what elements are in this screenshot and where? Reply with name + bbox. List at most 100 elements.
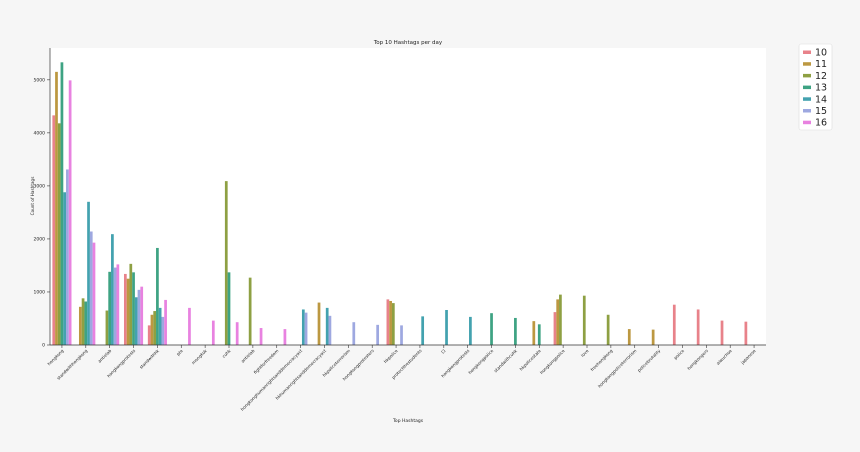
- legend-swatch: [803, 97, 811, 101]
- y-tick-label: 0: [42, 343, 45, 349]
- bar: [651, 329, 655, 345]
- bar: [328, 315, 332, 345]
- x-tick-label: love: [580, 348, 590, 358]
- bar: [553, 312, 557, 345]
- bar: [129, 263, 133, 345]
- bar: [532, 321, 536, 345]
- x-tick-label: 口: [440, 348, 447, 355]
- bar: [116, 264, 120, 345]
- bar: [582, 295, 586, 345]
- bar: [672, 304, 676, 345]
- bar: [376, 324, 380, 345]
- bar: [81, 298, 85, 345]
- bar: [52, 115, 56, 346]
- bar: [161, 316, 165, 345]
- bar: [140, 286, 144, 345]
- bar: [391, 303, 395, 345]
- bar: [421, 316, 425, 345]
- bar: [63, 192, 67, 345]
- bar: [559, 294, 562, 345]
- bar: [469, 316, 472, 345]
- bar: [389, 300, 392, 345]
- bar: [105, 310, 109, 345]
- bar: [301, 309, 305, 345]
- x-tick-label: cuhk: [221, 348, 232, 359]
- bar: [400, 325, 403, 345]
- bar: [137, 289, 141, 345]
- plot-area: [50, 48, 766, 345]
- bar: [156, 247, 159, 345]
- bar: [696, 309, 700, 345]
- bar: [150, 314, 154, 345]
- bar: [84, 301, 88, 345]
- bar: [227, 272, 231, 345]
- y-axis-ticks: 0 1000 2000 3000 4000 5000: [34, 77, 50, 349]
- bar: [720, 320, 724, 345]
- legend-swatch: [803, 120, 811, 125]
- bar: [113, 267, 117, 345]
- legend-label: 16: [815, 118, 827, 129]
- y-axis-label: Count of Hashtags: [30, 177, 35, 216]
- legend-label: 13: [815, 83, 827, 94]
- legend-swatch: [803, 109, 811, 113]
- bar: [57, 123, 61, 345]
- bar: [386, 299, 390, 345]
- y-tick-label: 4000: [34, 130, 46, 136]
- legend-swatch: [803, 73, 811, 78]
- legend-label: 11: [815, 59, 827, 70]
- bar: [514, 317, 517, 345]
- bar: [283, 329, 287, 345]
- bar: [55, 71, 58, 345]
- legend-label: 12: [815, 71, 827, 82]
- bar: [537, 324, 541, 345]
- bar: [164, 299, 167, 345]
- bar: [92, 242, 96, 345]
- legend-label: 15: [815, 106, 827, 117]
- bar: [126, 278, 130, 345]
- legend-swatch: [803, 62, 811, 66]
- bar: [224, 181, 228, 345]
- bar: [445, 309, 448, 345]
- legend-swatch: [803, 85, 811, 90]
- legend-label: 10: [815, 48, 827, 59]
- bar: [132, 272, 135, 345]
- bar: [158, 307, 162, 345]
- bar: [627, 329, 631, 345]
- y-tick-label: 2000: [34, 236, 46, 242]
- bar: [259, 328, 263, 345]
- bar: [108, 271, 112, 345]
- bar: [211, 320, 215, 345]
- y-tick-label: 5000: [34, 77, 46, 83]
- bar: [317, 302, 321, 345]
- bar: [490, 313, 493, 345]
- bar: [153, 311, 157, 345]
- bar: [89, 231, 93, 345]
- bar: [556, 299, 560, 345]
- bar: [744, 321, 748, 345]
- x-axis-label: Top Hashtags: [392, 418, 424, 424]
- bar: [248, 277, 252, 345]
- bar: [123, 273, 127, 345]
- legend-swatch: [803, 50, 811, 54]
- bar: [68, 80, 72, 346]
- bar: [235, 322, 239, 345]
- bar: [66, 169, 69, 345]
- y-tick-label: 3000: [34, 183, 46, 189]
- bar: [606, 314, 610, 345]
- bars: [52, 62, 748, 346]
- legend-label: 14: [815, 94, 827, 105]
- bar: [352, 322, 356, 345]
- bar: [304, 312, 308, 345]
- x-tick-label: pte: [176, 348, 185, 357]
- y-tick-label: 1000: [34, 289, 46, 295]
- bar: [147, 325, 151, 345]
- bar: [325, 307, 329, 345]
- bar: [87, 201, 90, 345]
- bar: [78, 306, 82, 345]
- bar: [134, 297, 138, 345]
- bar: [60, 62, 64, 345]
- chart-title: Top 10 Hashtags per day: [373, 40, 443, 46]
- bar: [188, 307, 191, 345]
